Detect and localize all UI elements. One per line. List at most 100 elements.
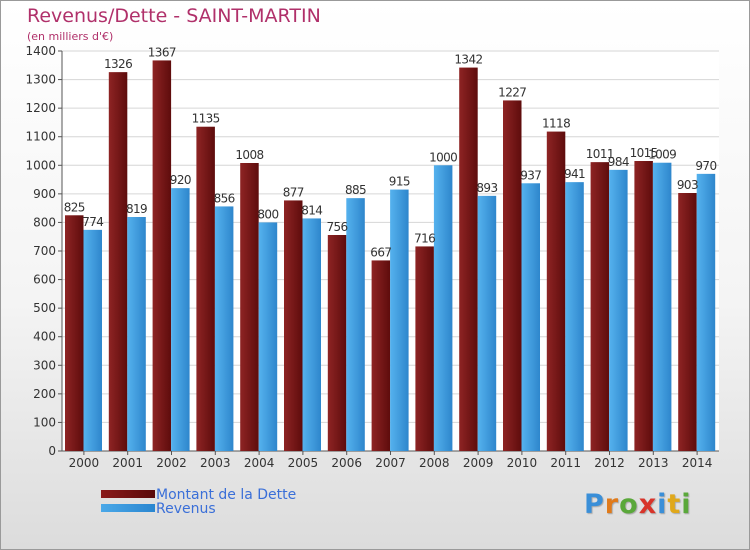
bar-dette: [590, 162, 610, 451]
bar-dette: [240, 163, 259, 451]
legend-swatch-revenus: [101, 504, 155, 512]
x-tick-label: 2008: [419, 456, 450, 470]
bar-revenus: [302, 218, 321, 451]
y-tick-label: 600: [33, 273, 56, 287]
x-tick-label: 2005: [288, 456, 319, 470]
data-label-dette: 825: [64, 200, 85, 214]
bar-revenus: [346, 198, 365, 451]
data-label-dette: 1118: [542, 117, 570, 131]
data-label-revenus: 800: [257, 207, 278, 221]
data-label-dette: 1326: [104, 57, 132, 71]
y-tick-label: 0: [48, 444, 56, 458]
logo-letter: P: [584, 489, 605, 520]
data-label-revenus: 819: [126, 202, 147, 216]
data-label-revenus: 937: [520, 168, 541, 182]
x-tick-label: 2000: [69, 456, 100, 470]
data-label-dette: 903: [677, 178, 698, 192]
data-label-dette: 756: [326, 220, 347, 234]
bar-dette: [196, 126, 215, 451]
legend-swatch-debt: [101, 490, 155, 498]
data-label-dette: 1367: [148, 45, 176, 59]
bar-dette: [634, 161, 653, 451]
logo-letter: r: [604, 489, 620, 520]
x-tick-label: 2014: [682, 456, 713, 470]
bar-revenus: [171, 188, 190, 451]
bar-revenus: [127, 217, 146, 451]
bar-revenus: [258, 222, 278, 451]
data-label-revenus: 915: [389, 175, 410, 189]
x-tick-label: 2006: [331, 456, 362, 470]
bar-revenus: [696, 173, 716, 451]
data-label-dette: 1135: [192, 112, 220, 126]
y-tick-label: 700: [33, 244, 56, 258]
x-tick-label: 2007: [375, 456, 406, 470]
y-tick-label: 800: [33, 215, 56, 229]
data-label-dette: 877: [283, 185, 304, 199]
proxiti-logo: Proxiti: [584, 489, 692, 520]
bar-revenus: [477, 195, 497, 451]
logo-letter: t: [667, 489, 682, 520]
bar-revenus: [652, 162, 672, 451]
x-tick-label: 2003: [200, 456, 231, 470]
x-tick-label: 2001: [112, 456, 143, 470]
legend-label-revenus: Revenus: [156, 501, 216, 517]
data-label-dette: 667: [370, 245, 391, 259]
data-label-dette: 1227: [498, 85, 526, 99]
data-label-revenus: 970: [695, 159, 716, 173]
chart-subtitle: (en milliers d'€): [27, 30, 114, 43]
x-tick-label: 2012: [594, 456, 625, 470]
y-tick-label: 1400: [25, 44, 56, 58]
data-label-revenus: 920: [170, 173, 191, 187]
x-tick-label: 2004: [244, 456, 275, 470]
data-label-revenus: 941: [564, 167, 585, 181]
bar-dette: [415, 246, 434, 451]
data-label-revenus: 774: [82, 215, 103, 229]
bar-revenus: [390, 189, 409, 452]
logo-letter: i: [657, 489, 668, 520]
bar-revenus: [83, 229, 102, 451]
bar-dette: [152, 60, 172, 452]
bar-revenus: [609, 169, 628, 451]
data-label-dette: 1008: [235, 148, 263, 162]
y-tick-label: 900: [33, 187, 56, 201]
logo-letter: o: [619, 489, 639, 520]
data-label-revenus: 856: [214, 191, 235, 205]
bar-dette: [459, 67, 478, 452]
bar-dette: [65, 215, 84, 451]
data-label-dette: 716: [414, 231, 435, 245]
data-label-revenus: 984: [608, 155, 629, 169]
bar-dette: [108, 72, 128, 452]
bar-dette: [371, 260, 391, 451]
data-label-dette: 1015: [630, 146, 658, 160]
chart-title: Revenus/Dette - SAINT-MARTIN: [27, 5, 321, 27]
y-tick-label: 1100: [25, 130, 56, 144]
y-tick-label: 300: [33, 358, 56, 372]
data-label-revenus: 1009: [648, 148, 676, 162]
bar-revenus: [521, 183, 540, 452]
bar-dette: [678, 193, 697, 451]
y-tick-label: 1000: [25, 158, 56, 172]
data-label-revenus: 885: [345, 183, 366, 197]
x-tick-label: 2011: [550, 456, 581, 470]
x-tick-label: 2009: [463, 456, 494, 470]
bar-dette: [327, 235, 347, 451]
bar-dette: [284, 200, 303, 451]
y-tick-label: 400: [33, 330, 56, 344]
x-tick-label: 2002: [156, 456, 187, 470]
data-label-revenus: 1000: [429, 150, 457, 164]
data-label-dette: 1011: [586, 147, 614, 161]
logo-letter: i: [681, 489, 692, 520]
y-tick-label: 100: [33, 415, 56, 429]
data-label-revenus: 893: [476, 181, 497, 195]
legend-label-debt: Montant de la Dette: [156, 487, 297, 503]
bar-dette: [546, 131, 566, 452]
bar-revenus: [565, 182, 584, 451]
bar-revenus: [214, 206, 234, 451]
logo-letter: x: [638, 489, 658, 520]
y-tick-label: 1200: [25, 101, 56, 115]
bar-revenus: [433, 165, 453, 452]
x-tick-label: 2013: [638, 456, 669, 470]
y-tick-label: 1300: [25, 73, 56, 87]
